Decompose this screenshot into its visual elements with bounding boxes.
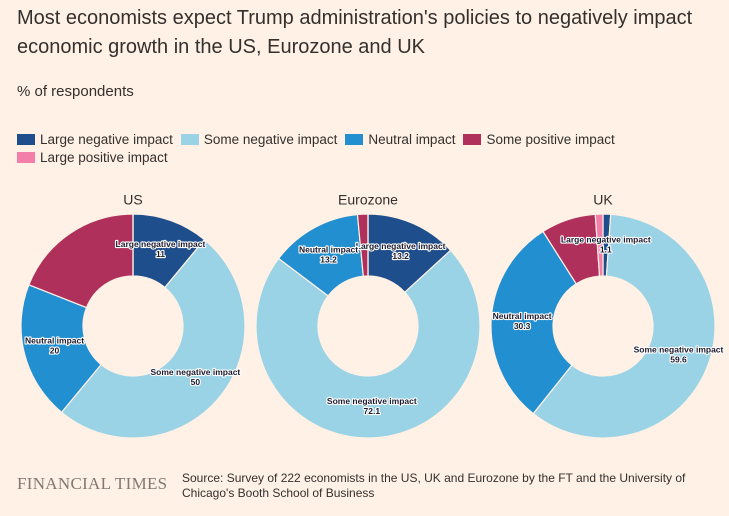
slice-category: Some negative impact xyxy=(634,345,724,355)
legend-item: Large negative impact xyxy=(17,132,173,147)
chart-title: US xyxy=(123,192,142,208)
source: Source: Survey of 222 economists in the … xyxy=(182,471,686,500)
slice-value: 72.1 xyxy=(364,406,381,416)
slice-category: Large negative impact xyxy=(356,241,446,251)
legend-label: Some negative impact xyxy=(203,132,338,147)
slice-category: Large negative impact xyxy=(561,234,651,244)
slice xyxy=(490,230,578,415)
legend-label: Some positive impact xyxy=(486,132,615,147)
subtitle: % of respondents xyxy=(17,83,134,100)
slice-category: Large negative impact xyxy=(116,239,206,249)
chart-title: UK xyxy=(593,192,613,208)
legend-item: Some positive impact xyxy=(463,132,615,147)
slice xyxy=(28,213,134,309)
slice-value: 50 xyxy=(191,377,201,387)
brand: FINANCIAL TIMES xyxy=(17,474,168,493)
title: Most economists expect Trump administrat… xyxy=(17,7,693,58)
slice-value: 13.2 xyxy=(392,251,409,261)
legend-label: Neutral impact xyxy=(368,132,456,147)
legend-swatch xyxy=(345,134,364,145)
slice-category: Neutral impact xyxy=(299,245,358,255)
slice-category: Neutral impact xyxy=(493,311,552,321)
slice-value: 30.3 xyxy=(514,321,531,331)
legend-swatch xyxy=(17,152,35,163)
slice-value: 1.1 xyxy=(600,244,612,254)
legend-swatch xyxy=(180,134,199,145)
slice-value: 11 xyxy=(156,249,165,259)
legend-label: Large positive impact xyxy=(40,150,168,165)
legend-item: Some negative impact xyxy=(180,132,338,147)
legend-label: Large negative impact xyxy=(40,132,173,147)
slice xyxy=(255,249,481,439)
slice-value: 13.2 xyxy=(320,255,337,265)
slice xyxy=(60,238,246,439)
chart-title: Eurozone xyxy=(338,192,398,208)
slice-category: Neutral impact xyxy=(25,335,84,345)
slice xyxy=(594,213,604,277)
slice-category: Some negative impact xyxy=(327,396,417,406)
legend-swatch xyxy=(17,134,35,145)
legend-item: Large positive impact xyxy=(17,150,168,165)
slice xyxy=(20,283,102,414)
legend-swatch xyxy=(463,134,482,145)
slice xyxy=(532,213,716,439)
legend-item: Neutral impact xyxy=(345,132,455,147)
legend: Large negative impact Some negative impac… xyxy=(17,132,657,165)
slice-value: 20 xyxy=(50,345,60,355)
slice-value: 59.6 xyxy=(670,355,687,365)
slice-category: Some negative impact xyxy=(151,367,241,377)
